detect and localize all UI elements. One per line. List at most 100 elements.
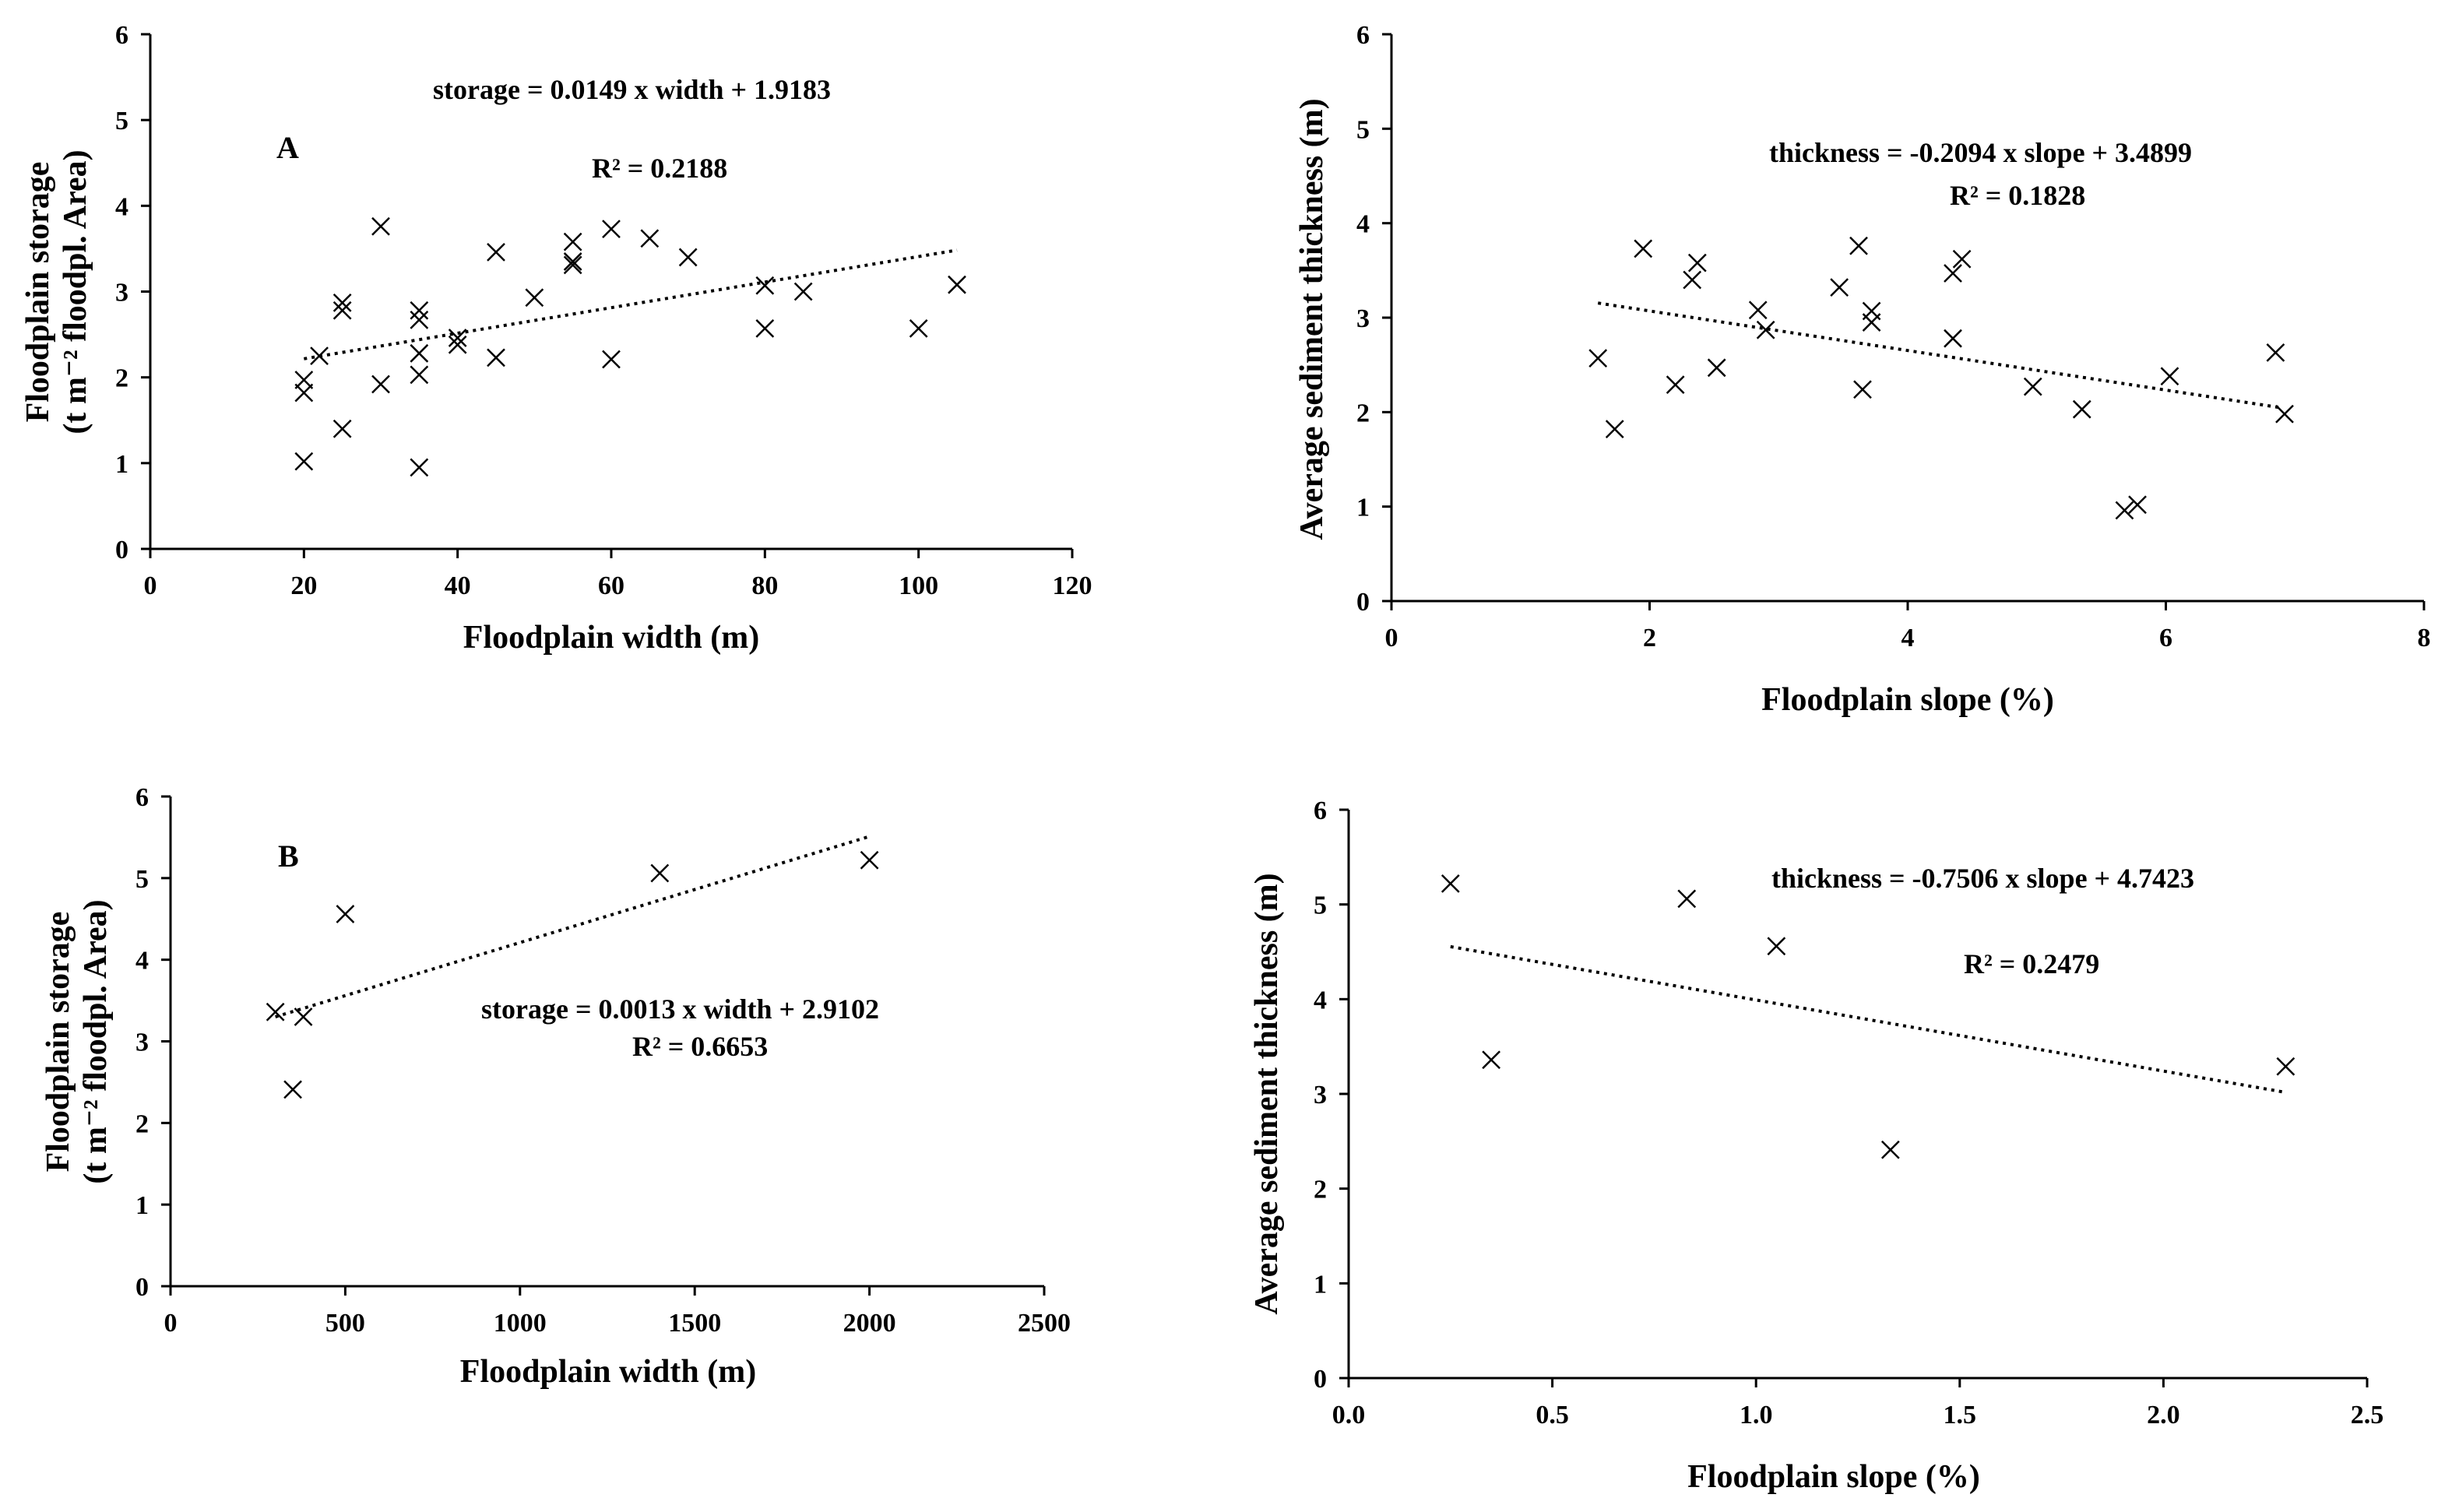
data-point (1687, 253, 1707, 273)
tick-labels: 0 20 40 60 80 100 120 0 1 2 3 4 5 6 (115, 21, 1092, 600)
data-point (371, 216, 390, 236)
tick-labels: 0 500 1000 1500 2000 2500 0 1 2 3 4 5 6 (135, 783, 1071, 1338)
x-tick-label: 4 (1901, 624, 1915, 652)
data-point (294, 383, 314, 403)
data-point (602, 220, 621, 238)
chart-storage-vs-width-b: 0 500 1000 1500 2000 2500 0 1 2 3 4 5 6 Floodplain w… (40, 783, 1071, 1390)
trendline (1597, 301, 2282, 410)
data-point (448, 335, 467, 354)
y-tick-label: 6 (1356, 21, 1370, 50)
data-point (266, 1002, 285, 1021)
data-point (1880, 1140, 1900, 1159)
x-tick-label: 120 (1053, 571, 1092, 600)
trendline (1450, 944, 2286, 1095)
y-tick-label: 0 (115, 536, 128, 564)
data-point (1830, 278, 1849, 297)
regression-equation: thickness = -0.2094 x slope + 3.4899 (1769, 137, 2192, 168)
data-point (1849, 236, 1868, 255)
data-point (1862, 313, 1881, 332)
data-point (2275, 404, 2294, 424)
data-point (640, 229, 660, 248)
x-tick-label: 6 (2159, 624, 2172, 652)
regression-equation: storage = 0.0013 x width + 2.9102 (481, 993, 879, 1025)
x-tick-label: 2.5 (2351, 1401, 2384, 1429)
data-point (294, 452, 314, 471)
data-point (294, 371, 314, 389)
data-point (448, 329, 467, 347)
y-axis-title: Average sediment thickness (m) (1249, 873, 1285, 1314)
data-point (487, 348, 505, 367)
data-point (1707, 358, 1726, 378)
y-tick-label: 6 (135, 783, 149, 812)
data-point (2266, 343, 2285, 362)
data-point (2023, 377, 2042, 396)
data-point (1683, 270, 1702, 290)
data-point (1748, 301, 1768, 320)
data-point (283, 1080, 302, 1099)
data-point (371, 374, 390, 394)
x-axis-title: Floodplain slope (%) (1687, 1459, 1980, 1495)
data-point (602, 350, 621, 369)
x-tick-label: 2000 (843, 1309, 896, 1338)
axis-ticks (1382, 33, 2426, 610)
data-point (755, 318, 775, 338)
y-tick-label: 2 (115, 364, 128, 393)
data-point (1588, 349, 1608, 368)
x-axis-title: Floodplain width (m) (460, 1354, 756, 1390)
r-squared-label: R² = 0.2479 (1964, 948, 2099, 979)
y-tick-label: 1 (115, 450, 128, 479)
y-tick-label: 3 (135, 1029, 149, 1057)
x-tick-label: 20 (290, 571, 317, 600)
panel-label: B (278, 839, 299, 874)
data-point (410, 301, 429, 320)
x-tick-label: 1.5 (1944, 1401, 1977, 1429)
data-point (1634, 239, 1653, 258)
data-point (332, 293, 352, 312)
y-tick-label: 2 (135, 1109, 149, 1138)
y-tick-label: 5 (1356, 115, 1370, 144)
data-point (2160, 367, 2179, 386)
y-tick-label: 3 (1314, 1081, 1327, 1109)
y-tick-label: 4 (135, 947, 149, 976)
y-axis-title-line1: Floodplain storage (40, 912, 76, 1173)
x-tick-label: 0.5 (1536, 1401, 1569, 1429)
data-point (1853, 380, 1872, 399)
data-point (294, 1007, 313, 1026)
data-point (410, 458, 429, 477)
y-tick-label: 0 (135, 1273, 149, 1302)
data-point (487, 242, 505, 262)
data-point (860, 850, 879, 870)
trendline (304, 248, 958, 360)
y-tick-label: 6 (115, 21, 128, 50)
y-tick-label: 2 (1356, 399, 1370, 427)
y-tick-label: 4 (1314, 986, 1327, 1014)
x-tick-label: 500 (325, 1309, 365, 1338)
y-tick-label: 5 (135, 865, 149, 894)
r-squared-label: R² = 0.2188 (592, 153, 727, 184)
x-tick-label: 1.0 (1740, 1401, 1773, 1429)
y-tick-label: 0 (1356, 588, 1370, 617)
x-tick-label: 40 (445, 571, 471, 600)
x-tick-label: 8 (2418, 624, 2431, 652)
data-point (525, 288, 544, 308)
y-axis-title: Average sediment thickness (m) (1294, 98, 1330, 540)
y-tick-label: 1 (1314, 1270, 1327, 1299)
x-axis-title: Floodplain slope (%) (1761, 682, 2054, 718)
x-tick-label: 0 (1385, 624, 1398, 652)
data-point (2128, 495, 2147, 515)
y-tick-label: 3 (1356, 304, 1370, 333)
x-tick-label: 60 (598, 571, 624, 600)
data-points (266, 850, 879, 1099)
y-tick-label: 1 (135, 1191, 149, 1220)
data-point (1666, 375, 1685, 395)
data-point (563, 232, 582, 251)
y-tick-label: 5 (115, 107, 128, 135)
data-point (563, 252, 582, 271)
r-squared-label: R² = 0.6653 (632, 1031, 768, 1062)
panel-label: A (276, 130, 299, 165)
data-point (1482, 1050, 1501, 1070)
x-tick-label: 0.0 (1332, 1401, 1366, 1429)
regression-equation: thickness = -0.7506 x slope + 4.7423 (1771, 863, 2194, 894)
y-axis-title-line2: (t m⁻² floodpl. Area) (78, 899, 114, 1183)
